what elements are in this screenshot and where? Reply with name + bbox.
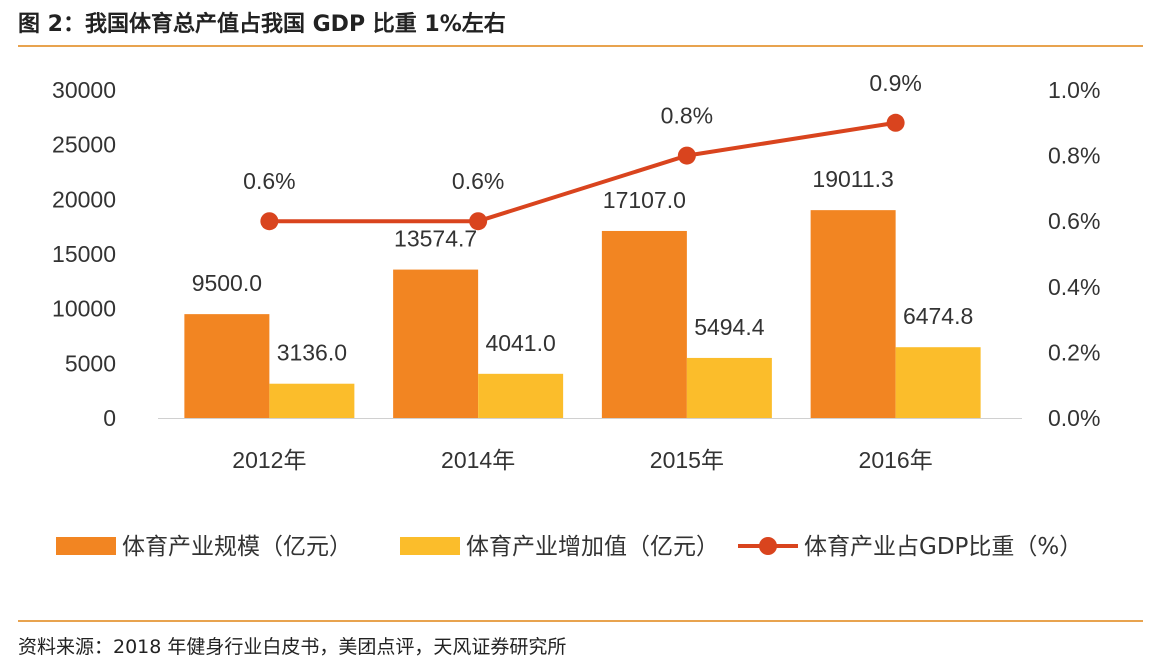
x-tick-label: 2014年 <box>441 447 515 473</box>
right-y-axis: 0.0% 0.2% 0.4% 0.6% 0.8% 1.0% <box>1048 77 1100 431</box>
bar-industry-scale <box>393 269 479 418</box>
y-tick-label: 25000 <box>52 132 116 158</box>
left-y-axis: 0 5000 10000 15000 20000 25000 30000 <box>52 77 116 431</box>
source-note: 资料来源：2018 年健身行业白皮书，美团点评，天风证券研究所 <box>18 636 567 658</box>
y2-tick-label: 0.8% <box>1048 143 1100 169</box>
footer-divider <box>18 620 1143 622</box>
y2-tick-label: 0.0% <box>1048 405 1100 431</box>
bar-industry-scale <box>601 230 687 418</box>
legend-marker <box>759 537 777 555</box>
ratio-point <box>886 113 905 132</box>
ratio-line <box>269 120 896 224</box>
bar-data-label: 13574.7 <box>394 226 477 252</box>
x-axis: 2012年 2014年 2015年 2016年 <box>158 418 1022 473</box>
y-tick-label: 10000 <box>52 296 116 322</box>
legend-label: 体育产业增加值（亿元） <box>466 534 719 560</box>
bar-data-label: 3136.0 <box>277 340 347 366</box>
y2-tick-label: 0.6% <box>1048 208 1100 234</box>
ratio-data-label: 0.8% <box>661 103 713 129</box>
bar-value-added <box>478 373 564 418</box>
bar-industry-scale <box>810 210 896 418</box>
bar-data-label: 19011.3 <box>812 166 893 192</box>
x-tick-label: 2016年 <box>859 447 933 473</box>
bar-value-added <box>686 357 772 418</box>
ratio-data-label: 0.6% <box>452 168 504 194</box>
ratio-point <box>260 212 279 231</box>
y2-tick-label: 1.0% <box>1048 77 1100 103</box>
ratio-point <box>677 146 696 165</box>
ratio-data-label: 0.9% <box>869 70 921 96</box>
bar-data-label: 9500.0 <box>192 270 262 296</box>
bar-data-label: 5494.4 <box>694 314 765 340</box>
data-labels-group: 9500.0 13574.7 17107.0 19011.3 3136.0 4041.0 5… <box>192 70 974 366</box>
y-tick-label: 15000 <box>52 241 116 267</box>
ratio-line-group <box>260 113 905 231</box>
legend-swatch <box>56 537 116 555</box>
bar-data-label: 17107.0 <box>603 187 686 213</box>
y-tick-label: 30000 <box>52 77 116 103</box>
y-tick-label: 20000 <box>52 186 116 212</box>
chart-title: 图 2：我国体育总产值占我国 GDP 比重 1%左右 <box>18 12 506 37</box>
x-tick-label: 2015年 <box>650 447 724 473</box>
x-tick-label: 2012年 <box>232 447 306 473</box>
ratio-data-label: 0.6% <box>243 168 295 194</box>
legend-label: 体育产业规模（亿元） <box>122 534 352 560</box>
y2-tick-label: 0.4% <box>1048 274 1100 300</box>
bar-value-added <box>269 383 355 418</box>
legend: 体育产业规模（亿元） 体育产业增加值（亿元） 体育产业占GDP比重（%） <box>56 534 1082 560</box>
bar-data-label: 4041.0 <box>485 330 555 356</box>
y-tick-label: 0 <box>103 405 116 431</box>
y-tick-label: 5000 <box>65 350 116 376</box>
bar-value-added <box>895 347 981 418</box>
legend-swatch <box>400 537 460 555</box>
bar-data-label: 6474.8 <box>903 303 973 329</box>
ratio-point <box>469 212 488 231</box>
bars-group <box>184 210 981 418</box>
y2-tick-label: 0.2% <box>1048 339 1100 365</box>
title-divider <box>18 45 1143 47</box>
legend-label: 体育产业占GDP比重（%） <box>804 534 1082 560</box>
bar-industry-scale <box>184 314 270 418</box>
